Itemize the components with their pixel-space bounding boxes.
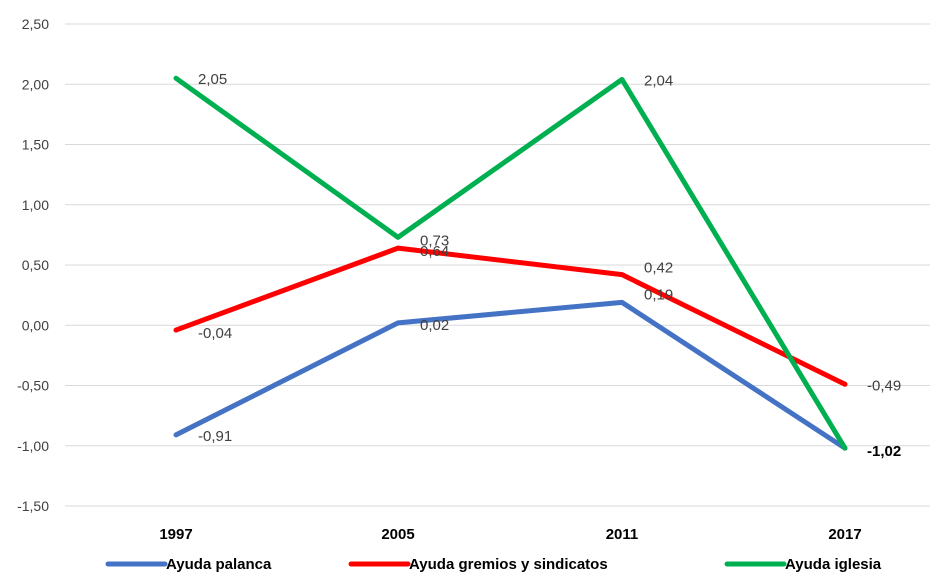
data-label-palanca: 0,02 [420, 317, 449, 334]
data-label-iglesia: 2,05 [198, 71, 227, 88]
y-tick-label: -1,50 [17, 498, 49, 514]
grid-lines [65, 23, 930, 507]
data-label-gremios: -0,49 [867, 377, 901, 394]
data-label-palanca: -0,91 [198, 428, 232, 445]
data-label-gremios: 0,64 [420, 243, 449, 260]
y-tick-label: -0,50 [17, 378, 49, 394]
y-tick-label: 1,00 [22, 197, 49, 213]
legend-label-gremios: Ayuda gremios y sindicatos [409, 556, 608, 573]
y-tick-label: 1,50 [22, 137, 49, 153]
data-label-gremios: 0,42 [644, 260, 673, 277]
x-axis-ticks: 1997 2005 2011 2017 [159, 526, 861, 543]
y-tick-label: 0,50 [22, 257, 49, 273]
data-labels: -0,91 0,02 0,19 -0,04 0,64 0,42 -0,49 2,05 0,73 2… [198, 71, 901, 460]
data-label-iglesia: 0,73 [420, 232, 449, 249]
x-tick-label: 1997 [159, 526, 192, 543]
data-label-palanca: 0,19 [644, 286, 673, 303]
y-tick-label: 2,50 [22, 16, 49, 32]
data-label-gremios: -0,04 [198, 325, 232, 342]
series-line-palanca [173, 299, 848, 451]
data-label-iglesia: -1,02 [867, 443, 901, 460]
x-tick-label: 2017 [828, 526, 861, 543]
series-line-gremios [173, 245, 848, 387]
legend-label-palanca: Ayuda palanca [166, 556, 272, 573]
x-tick-label: 2011 [606, 526, 639, 543]
y-axis-ticks: -1,50 -1,00 -0,50 0,00 0,50 1,00 1,50 2,00 2,50 [17, 16, 49, 514]
y-tick-label: -1,00 [17, 438, 49, 454]
series-line-iglesia [173, 75, 848, 451]
legend: Ayuda palanca Ayuda gremios y sindicatos A… [105, 556, 882, 573]
y-tick-label: 2,00 [22, 76, 49, 92]
x-tick-label: 2005 [381, 526, 414, 543]
data-label-iglesia: 2,04 [644, 72, 673, 89]
legend-label-iglesia: Ayuda iglesia [785, 556, 882, 573]
y-tick-label: 0,00 [22, 317, 49, 333]
series-lines [173, 75, 848, 451]
